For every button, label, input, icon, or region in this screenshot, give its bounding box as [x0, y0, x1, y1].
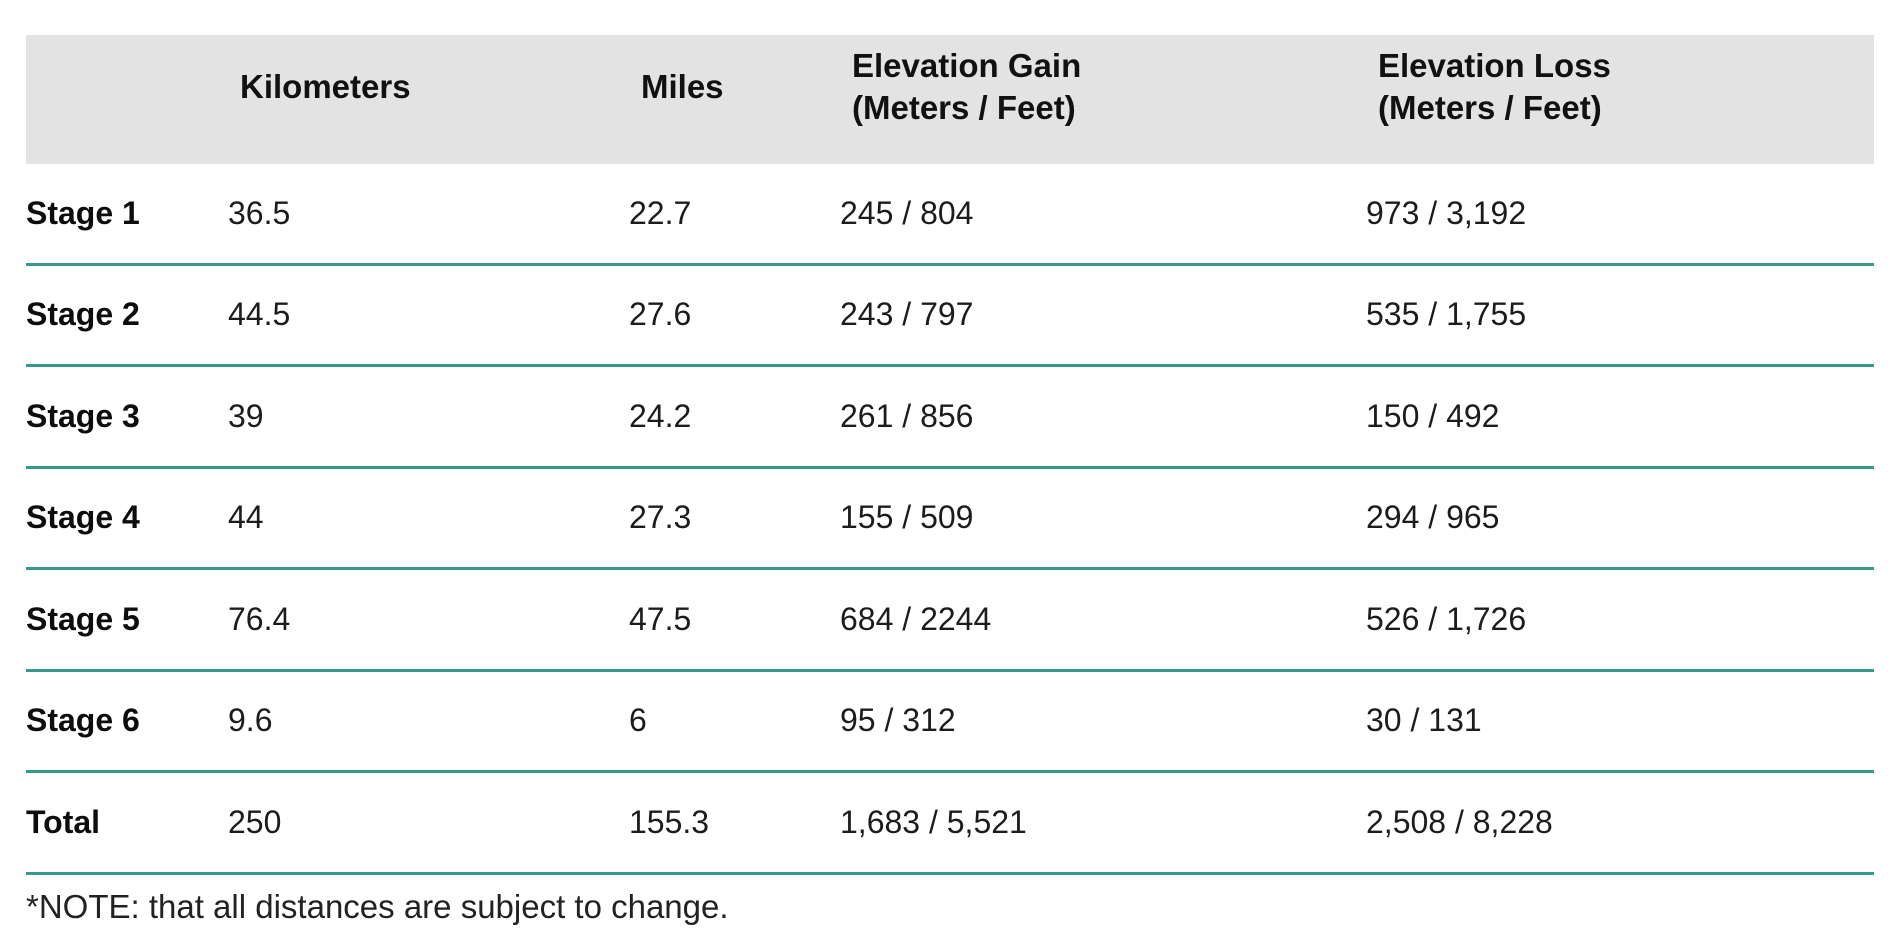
- elevation-loss-cell: 973 / 3,192: [1366, 194, 1527, 231]
- table-header-row: Kilometers Miles Elevation Gain (Meters …: [26, 35, 1874, 164]
- table-row-stage-1: Stage 1 36.5 22.7 245 / 804 973 / 3,192: [26, 164, 1874, 266]
- miles-cell: 22.7: [629, 194, 692, 231]
- column-header-elevation-gain: Elevation Gain (Meters / Feet): [840, 35, 1366, 164]
- elevation-gain-cell: 95 / 312: [840, 702, 956, 739]
- stage-cell: Stage 6: [26, 702, 140, 739]
- column-header-kilometers-label: Kilometers: [240, 67, 411, 105]
- table-row-total: Total 250 155.3 1,683 / 5,521 2,508 / 8,…: [26, 773, 1874, 875]
- miles-cell: 155.3: [629, 803, 710, 840]
- column-header-elevation-loss-line2: (Meters / Feet): [1378, 88, 1602, 126]
- column-header-elevation-loss-line1: Elevation Loss: [1378, 46, 1611, 84]
- column-header-miles: Miles: [629, 35, 840, 164]
- miles-cell: 27.3: [629, 499, 692, 536]
- table-row-stage-5: Stage 5 76.4 47.5 684 / 2244 526 / 1,726: [26, 570, 1874, 672]
- elevation-gain-cell: 245 / 804: [840, 194, 974, 231]
- stage-distance-table: Kilometers Miles Elevation Gain (Meters …: [26, 35, 1874, 926]
- column-header-elevation-loss: Elevation Loss (Meters / Feet): [1366, 35, 1874, 164]
- column-header-kilometers: Kilometers: [228, 35, 629, 164]
- kilometers-cell: 9.6: [228, 702, 273, 739]
- kilometers-cell: 44.5: [228, 296, 291, 333]
- miles-cell: 24.2: [629, 397, 692, 434]
- stage-cell: Stage 5: [26, 600, 140, 637]
- kilometers-cell: 36.5: [228, 194, 291, 231]
- elevation-loss-cell: 535 / 1,755: [1366, 296, 1527, 333]
- elevation-loss-cell: 294 / 965: [1366, 499, 1500, 536]
- elevation-loss-cell: 526 / 1,726: [1366, 600, 1527, 637]
- miles-cell: 27.6: [629, 296, 692, 333]
- kilometers-cell: 39: [228, 397, 264, 434]
- column-header-elevation-gain-line1: Elevation Gain: [852, 46, 1082, 84]
- footnote-text: *NOTE: that all distances are subject to…: [26, 887, 729, 925]
- elevation-loss-cell: 2,508 / 8,228: [1366, 803, 1553, 840]
- elevation-gain-cell: 261 / 856: [840, 397, 974, 434]
- miles-cell: 6: [629, 702, 647, 739]
- kilometers-cell: 250: [228, 803, 282, 840]
- table-row-stage-4: Stage 4 44 27.3 155 / 509 294 / 965: [26, 469, 1874, 570]
- elevation-gain-cell: 684 / 2244: [840, 600, 992, 637]
- stage-cell: Stage 1: [26, 194, 140, 231]
- kilometers-cell: 76.4: [228, 600, 291, 637]
- stage-cell: Stage 3: [26, 397, 140, 434]
- elevation-loss-cell: 150 / 492: [1366, 397, 1500, 434]
- column-header-stage: [26, 35, 228, 164]
- elevation-gain-cell: 243 / 797: [840, 296, 974, 333]
- stage-cell: Stage 2: [26, 296, 140, 333]
- column-header-elevation-gain-line2: (Meters / Feet): [852, 88, 1076, 126]
- stage-cell: Stage 4: [26, 499, 140, 536]
- column-header-miles-label: Miles: [641, 67, 724, 105]
- stage-cell: Total: [26, 803, 101, 840]
- kilometers-cell: 44: [228, 499, 264, 536]
- miles-cell: 47.5: [629, 600, 692, 637]
- elevation-gain-cell: 155 / 509: [840, 499, 974, 536]
- elevation-gain-cell: 1,683 / 5,521: [840, 803, 1027, 840]
- elevation-loss-cell: 30 / 131: [1366, 702, 1482, 739]
- table-row-stage-2: Stage 2 44.5 27.6 243 / 797 535 / 1,755: [26, 266, 1874, 367]
- table-row-stage-3: Stage 3 39 24.2 261 / 856 150 / 492: [26, 367, 1874, 469]
- table-row-stage-6: Stage 6 9.6 6 95 / 312 30 / 131: [26, 672, 1874, 773]
